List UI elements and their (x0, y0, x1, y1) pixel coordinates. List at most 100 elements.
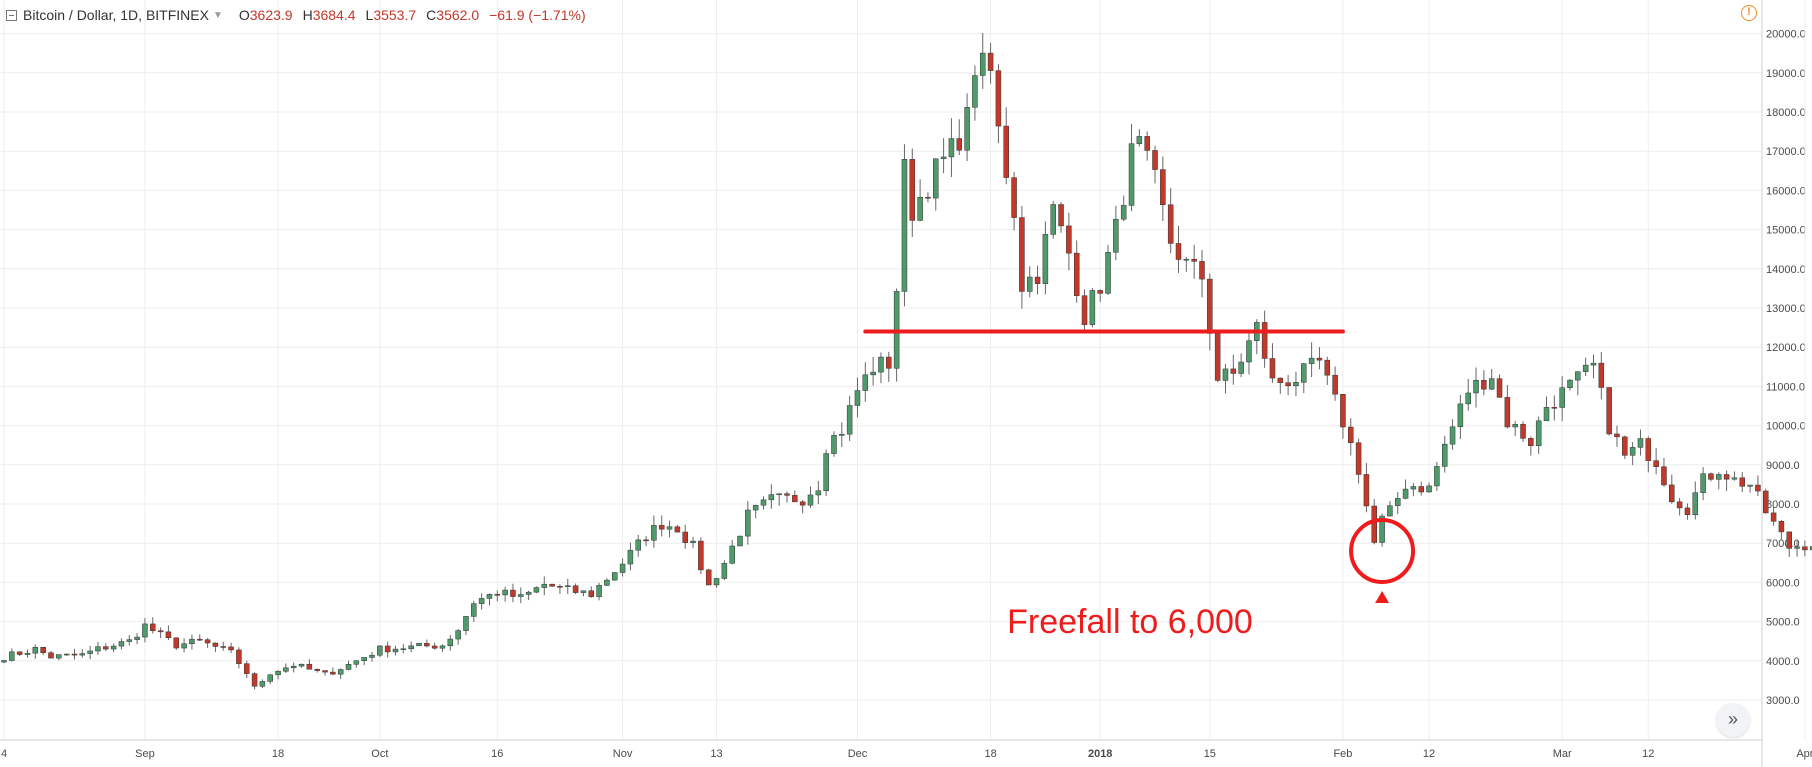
candle-down[interactable] (1175, 243, 1182, 260)
candle-up[interactable] (408, 645, 414, 650)
candle-up[interactable] (1050, 204, 1056, 235)
candle-down[interactable] (1723, 474, 1730, 480)
candle-up[interactable] (1449, 426, 1456, 445)
candle-down[interactable] (643, 539, 649, 542)
candle-up[interactable] (118, 641, 125, 647)
candle-down[interactable] (165, 631, 172, 639)
candle-up[interactable] (134, 636, 140, 640)
candle-down[interactable] (1622, 436, 1628, 456)
candle-up[interactable] (729, 545, 735, 564)
candle-up[interactable] (377, 645, 383, 656)
candle-down[interactable] (1739, 477, 1746, 487)
candle-down[interactable] (1645, 438, 1652, 461)
candle-up[interactable] (1105, 252, 1111, 294)
candle-up[interactable] (345, 664, 352, 670)
candle-up[interactable] (189, 638, 195, 644)
candle-up[interactable] (972, 75, 978, 108)
candle-down[interactable] (424, 643, 430, 647)
candle-down[interactable] (886, 356, 892, 369)
candle-up[interactable] (9, 651, 15, 661)
candle-down[interactable] (1661, 466, 1667, 486)
candle-down[interactable] (220, 646, 226, 648)
candle-up[interactable] (901, 159, 908, 292)
candle-down[interactable] (1058, 204, 1064, 227)
candle-up[interactable] (1301, 363, 1307, 383)
candle-down[interactable] (909, 159, 916, 221)
candle-down[interactable] (1676, 501, 1683, 509)
candle-up[interactable] (1293, 382, 1299, 387)
candle-down[interactable] (1011, 177, 1017, 218)
candle-up[interactable] (565, 585, 571, 587)
candle-down[interactable] (330, 671, 336, 675)
candle-up[interactable] (854, 390, 861, 406)
candle-up[interactable] (807, 494, 814, 506)
candle-up[interactable] (1590, 362, 1597, 366)
candle-up[interactable] (635, 539, 641, 551)
candle-up[interactable] (1488, 378, 1495, 390)
candle-up[interactable] (1308, 357, 1315, 364)
candle-down[interactable] (103, 646, 109, 650)
candle-down[interactable] (48, 652, 54, 659)
candle-up[interactable] (1026, 276, 1033, 292)
candle-up[interactable] (416, 643, 422, 647)
candle-up[interactable] (721, 563, 728, 579)
candle-down[interactable] (510, 589, 516, 597)
candle-up[interactable] (776, 493, 782, 496)
candle-up[interactable] (63, 653, 70, 656)
candle-down[interactable] (40, 647, 46, 653)
candle-up[interactable] (964, 107, 970, 151)
candle-down[interactable] (1191, 258, 1197, 262)
candle-up[interactable] (580, 590, 587, 593)
scroll-to-realtime-button[interactable]: » (1716, 703, 1750, 737)
candle-down[interactable] (1598, 362, 1605, 388)
candle-up[interactable] (541, 583, 548, 588)
candle-up[interactable] (486, 594, 493, 599)
candle-up[interactable] (917, 196, 923, 221)
candle-up[interactable] (1238, 361, 1244, 374)
candle-up[interactable] (1567, 379, 1573, 388)
candle-up[interactable] (948, 138, 955, 158)
candle-up[interactable] (502, 589, 508, 596)
candle-up[interactable] (1120, 205, 1127, 220)
candle-down[interactable] (1269, 358, 1276, 379)
candle-down[interactable] (157, 630, 164, 633)
candle-up[interactable] (142, 623, 148, 638)
candle-down[interactable] (572, 585, 579, 593)
symbol-title[interactable]: Bitcoin / Dollar, 1D, BITFINEX (23, 7, 209, 23)
candle-up[interactable] (1692, 492, 1699, 516)
candle-down[interactable] (1786, 531, 1792, 549)
candle-down[interactable] (1097, 290, 1103, 294)
candle-down[interactable] (1199, 261, 1205, 280)
candle-down[interactable] (16, 651, 23, 655)
chevron-down-icon[interactable]: ▼ (212, 9, 223, 21)
candle-up[interactable] (752, 504, 759, 511)
candle-up[interactable] (275, 671, 281, 676)
candle-down[interactable] (1802, 546, 1808, 551)
candle-down[interactable] (1371, 505, 1377, 543)
candle-down[interactable] (799, 501, 806, 506)
candle-up[interactable] (369, 654, 375, 658)
candle-up[interactable] (478, 598, 485, 604)
candle-down[interactable] (1528, 438, 1534, 447)
candle-up[interactable] (846, 405, 853, 435)
candle-up[interactable] (1512, 424, 1518, 428)
candle-up[interactable] (1128, 143, 1135, 206)
candle-down[interactable] (1019, 217, 1025, 292)
candle-down[interactable] (1504, 397, 1511, 428)
candle-down[interactable] (1684, 507, 1691, 516)
candle-down[interactable] (1230, 368, 1237, 374)
candle-up[interactable] (1089, 290, 1096, 325)
candle-down[interactable] (588, 590, 594, 597)
candle-up[interactable] (471, 603, 477, 617)
candle-up[interactable] (980, 52, 986, 76)
candle-down[interactable] (1614, 433, 1620, 438)
candle-up[interactable] (1434, 466, 1440, 487)
candle-down[interactable] (197, 638, 203, 641)
candle-up[interactable] (79, 653, 86, 656)
candle-down[interactable] (1207, 278, 1213, 334)
candle-up[interactable] (1, 660, 7, 663)
candle-up[interactable] (839, 433, 845, 436)
candle-down[interactable] (1551, 407, 1558, 409)
candle-down[interactable] (698, 540, 704, 571)
candle-up[interactable] (298, 663, 305, 667)
